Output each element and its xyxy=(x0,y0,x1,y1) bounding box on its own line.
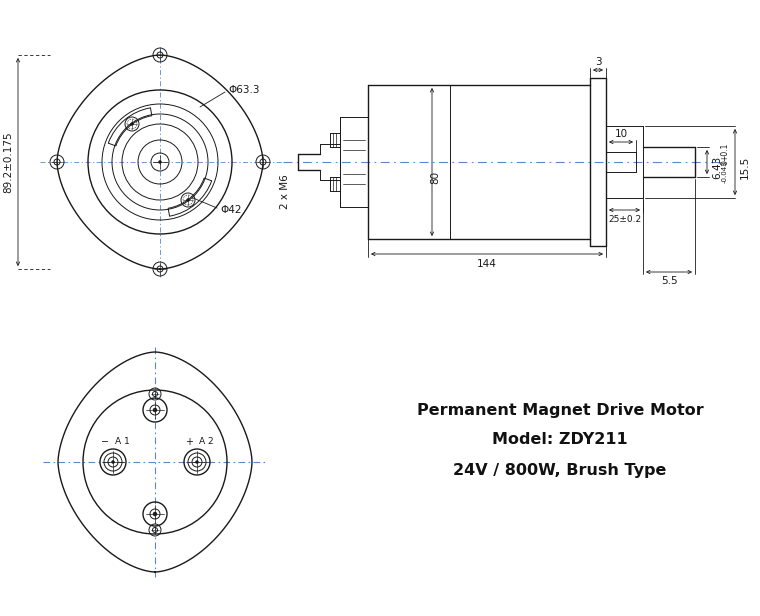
Text: 10: 10 xyxy=(614,129,628,139)
Text: +0.1: +0.1 xyxy=(720,143,730,161)
Text: 25±0.2: 25±0.2 xyxy=(608,214,641,224)
Circle shape xyxy=(159,161,162,163)
Text: -0.043: -0.043 xyxy=(722,161,728,184)
Text: 5.5: 5.5 xyxy=(660,276,677,286)
Circle shape xyxy=(153,512,157,516)
Text: Model: ZDY211: Model: ZDY211 xyxy=(492,432,628,447)
Text: 3: 3 xyxy=(594,57,601,67)
Text: 80: 80 xyxy=(430,171,440,184)
Circle shape xyxy=(195,461,198,463)
Text: 144: 144 xyxy=(477,259,497,269)
Text: Φ42: Φ42 xyxy=(220,205,242,215)
Circle shape xyxy=(153,408,157,412)
Circle shape xyxy=(186,198,189,201)
Text: +: + xyxy=(185,437,193,447)
Text: 24V / 800W, Brush Type: 24V / 800W, Brush Type xyxy=(453,463,667,477)
Text: 89.2±0.175: 89.2±0.175 xyxy=(3,131,13,193)
Text: 6.43: 6.43 xyxy=(712,155,722,179)
Circle shape xyxy=(131,123,134,126)
Text: −: − xyxy=(101,437,109,447)
Text: Permanent Magnet Drive Motor: Permanent Magnet Drive Motor xyxy=(416,402,703,418)
Text: 0: 0 xyxy=(720,161,730,166)
Circle shape xyxy=(112,461,115,463)
Text: A 2: A 2 xyxy=(199,437,214,447)
Text: Φ63.3: Φ63.3 xyxy=(228,85,259,95)
Text: A 1: A 1 xyxy=(115,437,130,447)
Text: 15.5: 15.5 xyxy=(740,155,750,179)
Text: 2 x M6: 2 x M6 xyxy=(280,174,290,209)
